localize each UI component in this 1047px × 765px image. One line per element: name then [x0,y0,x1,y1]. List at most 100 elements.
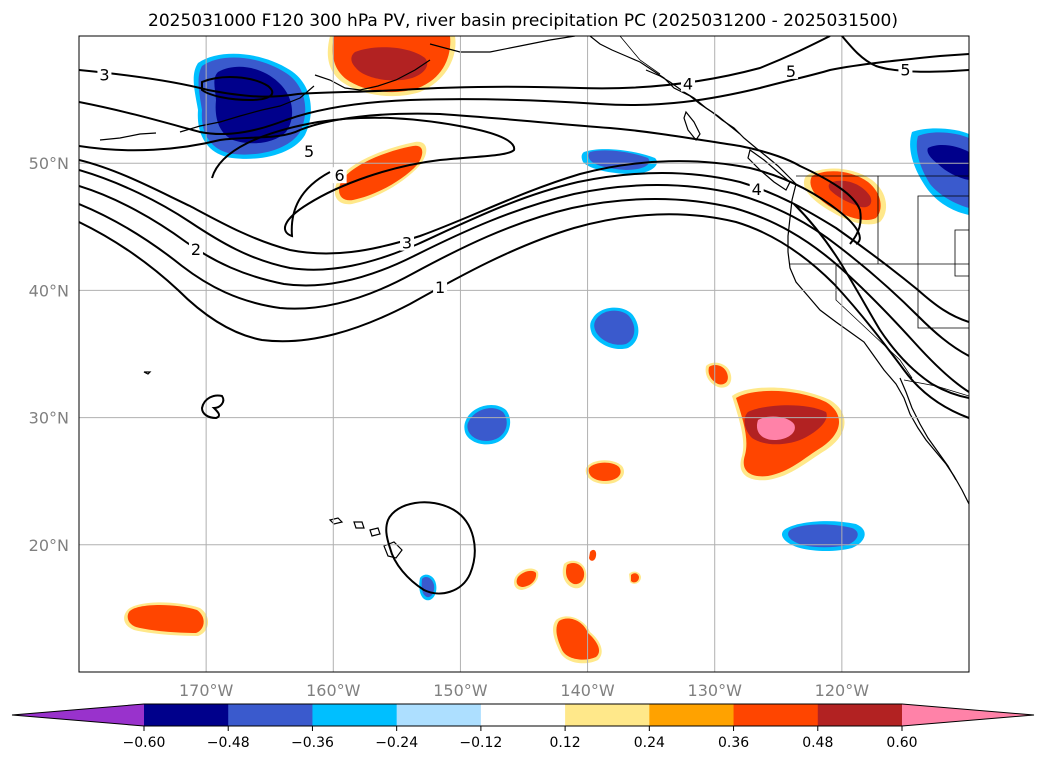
lat-label-0: 50°N [29,154,69,173]
lon-label-2: 150°W [433,681,488,700]
pv-label-0: 3 [99,66,109,85]
precip-region-subtropical-large-pink [756,416,795,440]
precip-region-south-central-small-b-core [565,563,585,585]
precip-region-mid-pacific-north-core [588,150,650,170]
precip-region-small-orange-central-core [588,462,621,481]
precip-region-south-central-large-core [556,618,600,660]
pv-contour-3-aleutian-loop [201,76,274,102]
lat-label-1: 40°N [29,281,69,300]
border-state-e [954,229,969,277]
precip-region-subtropical-north-core [708,365,728,385]
coastline-alaska-south [429,36,576,53]
figure-title: 2025031000 F120 300 hPa PV, river basin … [148,11,898,31]
pv-label-bg-0 [97,66,112,83]
pv-label-4: 3 [402,234,412,253]
pv-label-3: 2 [191,240,201,259]
pv-label-bg-8 [898,61,913,78]
lon-label-5: 120°W [815,681,870,700]
colorbar-segment-6 [649,704,735,726]
colorbar-segment-2 [312,704,398,726]
colorbar-extend-min [12,704,144,726]
colorbar-tick-label-3: −0.24 [375,735,418,751]
lon-label-3: 140°W [560,681,615,700]
coastline-aleutians-a [99,132,157,141]
border-ca-nv [835,264,913,379]
colorbar-tick-label-4: −0.12 [459,735,502,751]
coastline-baja [899,377,957,481]
border-state-d [917,195,969,264]
colorbar-segment-7 [733,704,819,726]
coastline-hawaii-kauai [328,517,344,525]
longitude-labels: 170°W 160°W 150°W 140°W 130°W 120°W [179,681,869,700]
colorbar-tick-label-6: 0.24 [634,735,665,751]
colorbar-tick-label-8: 0.48 [802,735,833,751]
pv-contour-1-mid [79,213,969,419]
lon-label-1: 160°W [306,681,361,700]
colorbar-segment-0 [144,704,229,726]
coastline-hawaii-maui [369,527,381,537]
pv-label-bg-4 [400,234,415,251]
colorbar-tick-label-7: 0.36 [718,735,749,751]
pv-label-bg-7 [784,62,798,79]
pv-label-layer: 3 5 6 2 3 1 4 5 5 4 [97,61,913,297]
pv-label-8: 5 [900,61,910,80]
latitude-labels: 50°N 40°N 30°N 20°N [29,154,69,555]
pv-contour-5-north [79,112,862,245]
pv-label-bg-9 [749,181,764,198]
coastline-layer [99,36,969,559]
pv-contour-6-loop [211,116,516,238]
pv-label-1: 5 [304,142,314,161]
pv-contour-3-north [79,36,831,98]
coastline-small-island [143,371,152,375]
map-panel: 3 5 6 2 3 1 4 5 5 4 [78,35,970,673]
colorbar-tick-label-2: −0.36 [291,735,334,751]
precip-region-south-central-small-core [516,570,537,587]
pv-label-6: 4 [683,75,693,94]
map-frame [78,35,970,673]
pv-contour-4-mid [79,169,969,323]
colorbar-segment-8 [817,704,903,726]
coastline-north-america [589,36,969,505]
coastline-alaska-peninsula [314,59,431,91]
coastline-hawaii-big-island [383,541,403,559]
colorbar-segment-4 [480,704,566,726]
coastline-vancouver-island [747,148,791,191]
pv-label-bg-6 [681,75,696,92]
pv-label-bg-2 [332,167,347,184]
lat-label-3: 20°N [29,536,69,555]
colorbar-tick-label-0: −0.60 [123,735,166,751]
colorbar-tick-label-1: −0.48 [207,735,250,751]
precip-region-central-blue-core [467,408,507,441]
pv-label-bg-5 [433,279,448,296]
precipitation-fill-layer [124,36,969,664]
pv-label-bg-1 [302,143,317,160]
pv-contour-5-inner [79,159,861,255]
lat-label-2: 30°N [29,409,69,428]
pv-label-bg-3 [188,240,203,257]
border-alaska-canada [619,36,661,75]
colorbar-extend-max [902,704,1034,726]
coastline-southeast-alaska-islands [645,69,741,135]
colorbar-segment-5 [565,704,650,726]
pv-contour-2-mid [79,198,969,393]
precip-region-southwest-corner-core [127,604,204,633]
pv-contour-layer [79,36,969,595]
pv-contour-5-northeast [841,36,969,73]
pv-contour-3-mid [79,184,969,357]
coastline-aleutians-b [179,85,315,133]
pv-label-9: 4 [752,180,762,199]
border-layer [619,36,969,397]
coastline-hawaii-oahu [353,521,365,529]
colorbar-segment-1 [228,704,313,726]
colorbar-tick-label-5: 0.12 [550,735,581,751]
precip-region-hawaii-southeast-core [788,524,858,548]
pv-contour-hawaii-loop [385,501,476,595]
pv-contour-4-north [79,53,969,136]
lon-label-0: 170°W [179,681,234,700]
colorbar-tick-label-9: 0.60 [886,735,917,751]
precip-region-canada-east-edge-core [927,145,969,180]
precip-region-bering-sea-core [351,47,428,81]
pv-label-2: 6 [335,166,345,185]
precip-region-northeast-pacific-blob-core [594,310,635,345]
